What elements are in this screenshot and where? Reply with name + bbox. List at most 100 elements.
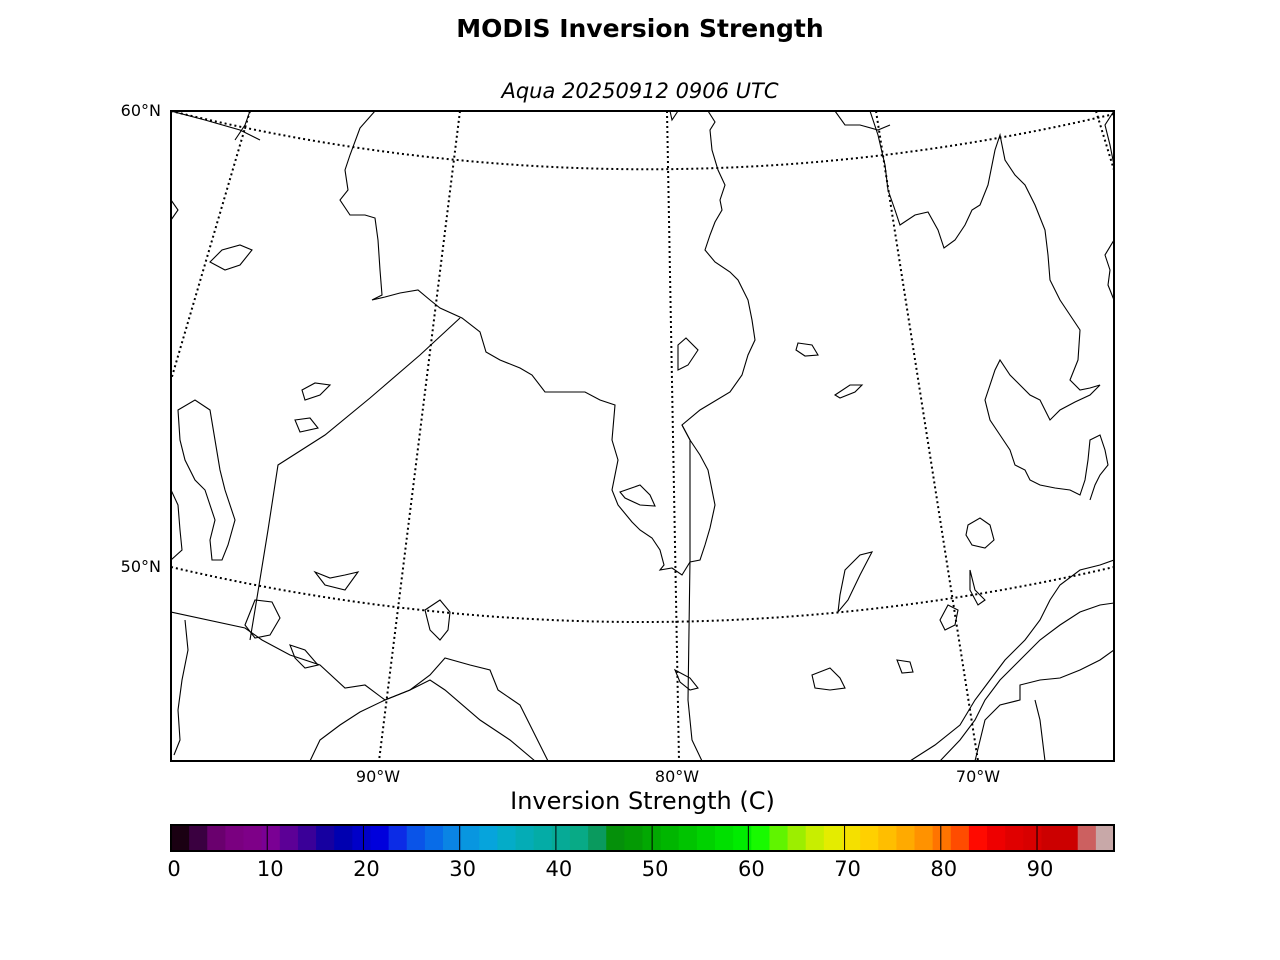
hudson-bay-west-coast <box>339 111 756 576</box>
colorbar-segment <box>497 825 517 851</box>
quebec-lake-1 <box>795 342 819 357</box>
colorbar-segment <box>660 825 680 851</box>
colorbar-segment <box>1095 825 1115 851</box>
manitoba-ontario-border <box>249 317 461 641</box>
us-canada-border <box>171 611 549 761</box>
west-edge-coast-2 <box>173 619 189 756</box>
map-subtitle: Aqua 20250912 0906 UTC <box>501 79 779 103</box>
colorbar-segment <box>769 825 789 851</box>
quebec-lake-3 <box>837 551 874 614</box>
st-lawrence-south <box>939 602 1114 761</box>
colorbar-segment <box>1023 825 1043 851</box>
colorbar-segment <box>424 825 444 851</box>
colorbar-tick-label: 70 <box>834 857 861 881</box>
lat-label-60n: 60°N <box>120 101 161 120</box>
meridian-70w <box>875 111 979 761</box>
small-lake-4 <box>289 644 320 669</box>
colorbar-segment <box>1041 825 1061 851</box>
colorbar-segment <box>733 825 752 851</box>
quebec-lake-2 <box>833 384 864 399</box>
colorbar-segment <box>515 825 535 851</box>
meridian-80w <box>666 111 680 761</box>
colorbar-tick-label: 50 <box>641 857 669 881</box>
colorbar-segment <box>551 825 571 851</box>
colorbar-tick-label: 20 <box>353 857 380 881</box>
colorbar-segment <box>225 825 245 851</box>
colorbar-segment <box>823 825 843 851</box>
parallel-50n <box>171 566 1114 623</box>
west-coast-hudson-small <box>171 111 261 141</box>
lake-superior <box>309 679 536 761</box>
colorbar-segment <box>606 825 625 851</box>
lon-label-70w: 70°W <box>955 767 1001 786</box>
colorbar-segment <box>1059 825 1079 851</box>
colorbar-segment <box>1077 825 1097 851</box>
james-bay-island <box>619 484 656 507</box>
colorbar-tick-label: 30 <box>449 857 477 881</box>
manicouagan <box>965 517 995 549</box>
labrador-coast <box>1104 111 1114 166</box>
colorbar-segment <box>1005 825 1024 851</box>
colorbar-segment <box>841 825 861 851</box>
manitoba-lakes-1 <box>177 399 236 561</box>
colorbar-segment <box>787 825 807 851</box>
colorbar-segment <box>533 825 553 851</box>
lake-nipigon <box>424 599 451 641</box>
labrador-coast-2 <box>1104 239 1114 301</box>
colorbar-segment <box>678 825 698 851</box>
colorbar-segment <box>914 825 934 851</box>
colorbar-segment <box>243 825 263 851</box>
colorbar-segment <box>479 825 499 851</box>
colorbar-segment <box>569 825 589 851</box>
colorbar-segment <box>461 825 480 851</box>
colorbar-segment <box>932 825 952 851</box>
small-river-1 <box>939 604 959 631</box>
colorbar-segment <box>860 825 879 851</box>
quebec-north-1 <box>834 111 891 131</box>
quebec-lake-5 <box>811 667 846 691</box>
colorbar-segment <box>950 825 970 851</box>
small-lake-3 <box>313 570 360 591</box>
colorbar-segment <box>805 825 825 851</box>
small-lake-2 <box>294 417 319 433</box>
colorbar-segment <box>171 825 190 851</box>
ontario-quebec-border <box>681 424 703 761</box>
colorbar-segment <box>443 825 462 851</box>
map-title: MODIS Inversion Strength <box>456 14 824 43</box>
colorbar-segment <box>715 825 734 851</box>
colorbar-tick-label: 10 <box>256 857 284 881</box>
map-frame <box>170 110 1115 762</box>
quebec-lake-4 <box>896 659 914 674</box>
colorbar-segment <box>987 825 1006 851</box>
colorbar-segment <box>316 825 335 851</box>
colorbar-segment <box>297 825 317 851</box>
colorbar-segment <box>968 825 988 851</box>
colorbar-tick-label: 60 <box>737 857 765 881</box>
hudson-nw-coast-2 <box>234 111 251 141</box>
colorbar <box>170 825 1115 851</box>
graticule <box>171 111 1114 761</box>
west-edge-coast <box>171 489 183 561</box>
lon-label-80w: 80°W <box>654 767 700 786</box>
colorbar-segment <box>624 825 644 851</box>
colorbar-tick-label: 40 <box>545 857 573 881</box>
lake-of-woods <box>244 599 281 639</box>
colorbar-segment <box>334 825 353 851</box>
manitoba-lakes-2 <box>209 244 253 271</box>
hudson-bay-island-1 <box>677 337 699 371</box>
small-river-2 <box>969 569 986 606</box>
lat-label-50n: 50°N <box>120 557 161 576</box>
colorbar-segment <box>896 825 916 851</box>
colorbar-tick-label: 80 <box>930 857 958 881</box>
gaspe <box>974 649 1114 761</box>
coastlines <box>171 111 1114 761</box>
colorbar-segment <box>751 825 771 851</box>
colorbar-segment <box>352 825 372 851</box>
gulf-st-lawrence <box>909 559 1114 761</box>
new-brunswick-border <box>1034 699 1046 761</box>
meridian-90w <box>378 111 461 761</box>
hudson-nw-coast <box>171 199 179 221</box>
colorbar-label: Inversion Strength (C) <box>510 787 775 815</box>
colorbar-tick-label: 90 <box>1026 857 1054 881</box>
